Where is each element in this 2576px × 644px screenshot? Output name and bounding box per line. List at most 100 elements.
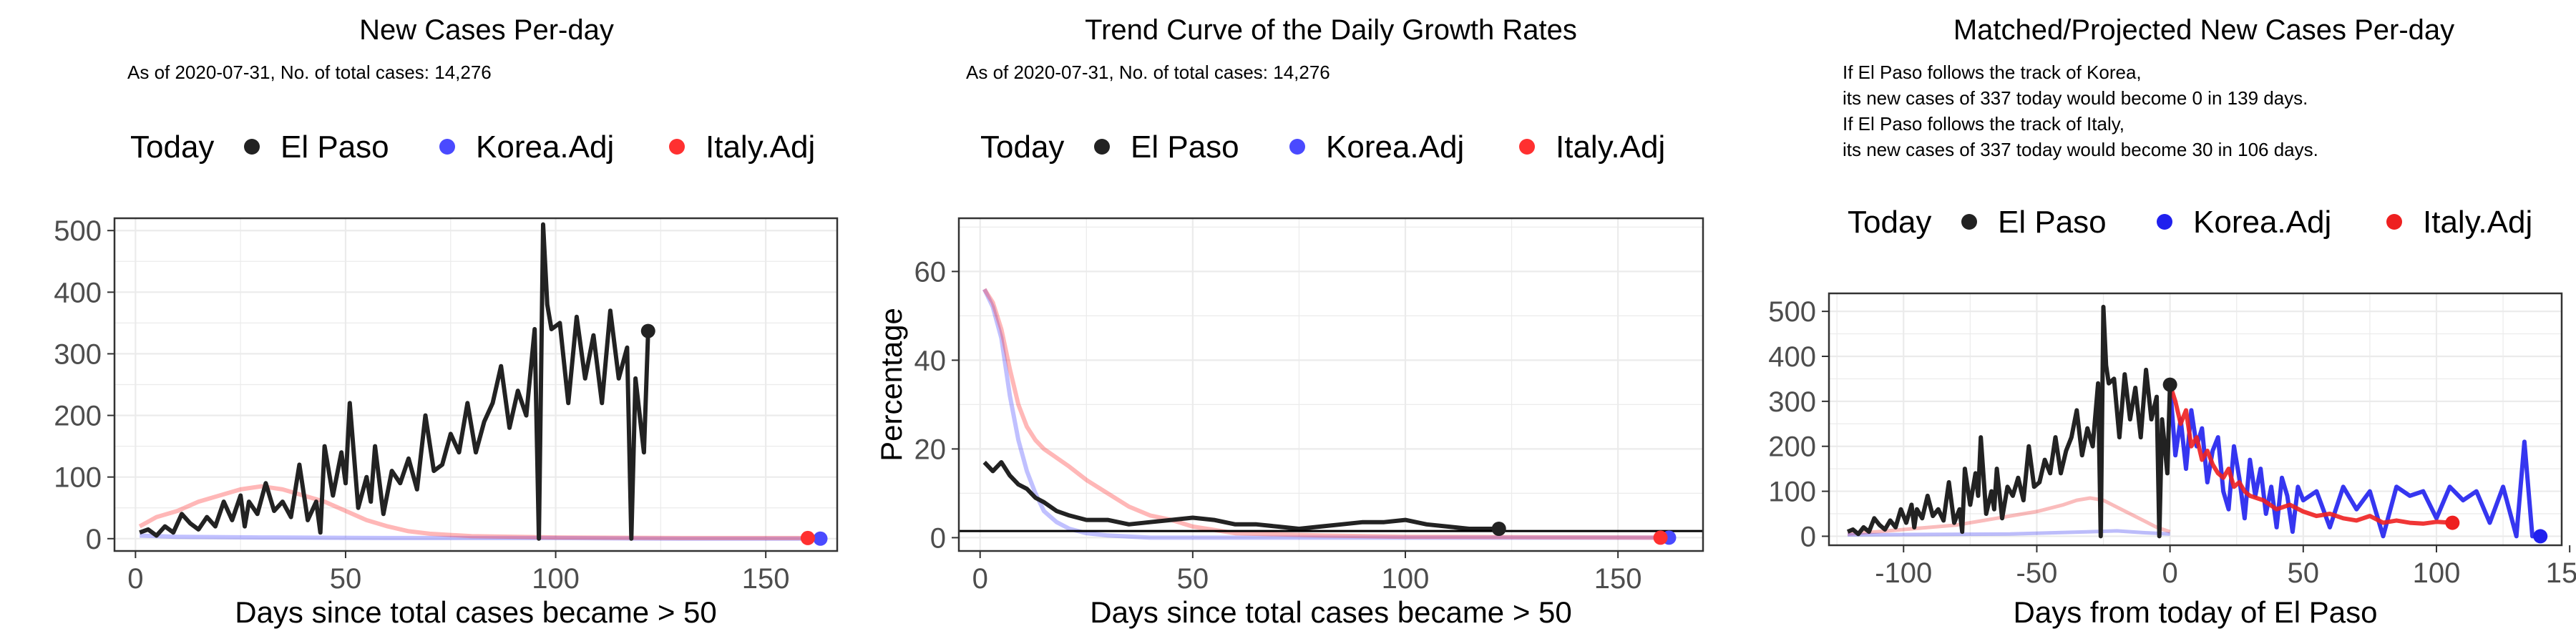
legend: Today El Paso Korea.Adj Italy.Adj (1848, 205, 2532, 240)
y-tick-label: 200 (1768, 431, 1816, 463)
chart-panel-projected: Matched/Projected New Cases Per-day If El… (1717, 0, 2576, 644)
y-tick-label: 200 (54, 401, 102, 432)
x-tick-label: 150 (1594, 563, 1642, 595)
chart-title: New Cases Per-day (359, 14, 614, 46)
legend-label: Korea.Adj (476, 130, 614, 165)
legend-marker (1519, 139, 1535, 155)
legend-title: Today (1848, 205, 1931, 240)
y-tick-label: 500 (1768, 296, 1816, 328)
x-axis-title: Days since total cases became > 50 (1090, 595, 1572, 629)
chart-subtitle-line: its new cases of 337 today would become … (1843, 87, 2308, 109)
y-tick-label: 300 (54, 338, 102, 370)
x-tick-label: 50 (2288, 557, 2320, 589)
plot-area (959, 218, 1703, 551)
chart-growth-rates: Trend Curve of the Daily Growth Rates As … (874, 14, 1704, 629)
series-line-korea-adj (1848, 529, 2170, 537)
y-tick-label: 0 (86, 524, 102, 555)
x-axis-title: Days since total cases became > 50 (235, 595, 717, 629)
y-tick-label: 60 (914, 256, 947, 288)
chart-title: Matched/Projected New Cases Per-day (1953, 14, 2454, 46)
x-tick-label: 100 (1382, 563, 1430, 595)
series-line-el-paso (139, 222, 650, 541)
today-point-italy-adj (2445, 515, 2460, 530)
chart-subtitle-line: As of 2020-07-31, No. of total cases: 14… (127, 62, 492, 83)
chart-new-cases: New Cases Per-day As of 2020-07-31, No. o… (54, 14, 839, 629)
legend: Today El Paso Korea.Adj Italy.Adj (130, 130, 815, 165)
today-point-el-paso (2162, 377, 2177, 392)
series-line-italy-adj (982, 288, 1661, 540)
legend-marker (669, 139, 685, 155)
y-tick-label: 40 (914, 345, 947, 376)
legend-label: Korea.Adj (2193, 205, 2331, 240)
x-tick-label: 50 (330, 563, 362, 595)
series-line-italy-adj (138, 484, 808, 540)
x-tick-label: -100 (1875, 557, 1932, 589)
legend-marker (439, 139, 455, 155)
legend-label: El Paso (1131, 130, 1239, 165)
today-point-korea-adj (813, 531, 828, 546)
x-axis-title: Days from today of El Paso (2014, 595, 2378, 629)
x-tick-label: 0 (127, 563, 143, 595)
series-line-korea-adj (982, 288, 1669, 540)
series-line-korea-adj (140, 533, 821, 541)
chart-subtitle-line: its new cases of 337 today would become … (1843, 139, 2318, 160)
x-tick-label: -50 (2016, 557, 2058, 589)
chart-panel-new-cases: New Cases Per-day As of 2020-07-31, No. o… (0, 0, 859, 644)
legend-label: Italy.Adj (2423, 205, 2532, 240)
today-point-el-paso (640, 323, 655, 338)
legend-label: Korea.Adj (1326, 130, 1464, 165)
x-tick-label: 50 (1177, 563, 1209, 595)
chart-subtitle-line: If El Paso follows the track of Korea, (1843, 62, 2142, 83)
y-tick-label: 20 (914, 434, 947, 465)
series-line-korea-adj (2167, 384, 2541, 539)
series-line-el-paso (982, 460, 1499, 531)
today-point-italy-adj (800, 530, 815, 545)
series-group (138, 222, 828, 546)
legend-label: Italy.Adj (706, 130, 815, 165)
legend-title: Today (980, 130, 1064, 165)
chart-subtitle-line: If El Paso follows the track of Italy, (1843, 113, 2124, 135)
y-tick-label: 0 (930, 522, 946, 554)
plot-border (113, 217, 839, 552)
plot-border (957, 217, 1704, 552)
x-tick-label: 150 (2546, 557, 2576, 589)
today-point-el-paso (1491, 522, 1506, 536)
grid (959, 218, 1703, 551)
chart-projected: Matched/Projected New Cases Per-day If El… (1768, 14, 2576, 629)
legend-label: Italy.Adj (1556, 130, 1665, 165)
legend-marker (1961, 214, 1977, 230)
y-tick-label: 300 (1768, 386, 1816, 418)
today-point-italy-adj (1653, 530, 1668, 545)
x-tick-label: 100 (532, 563, 580, 595)
series-group (959, 288, 1703, 545)
chart-subtitle-line: As of 2020-07-31, No. of total cases: 14… (966, 62, 1330, 83)
plot-border (1828, 292, 2563, 547)
x-tick-label: 0 (972, 563, 988, 595)
legend-label: El Paso (280, 130, 389, 165)
legend-marker (244, 139, 260, 155)
series-line-italy-adj (2167, 384, 2453, 526)
x-tick-label: 100 (2413, 557, 2461, 589)
legend: Today El Paso Korea.Adj Italy.Adj (980, 130, 1665, 165)
series-line-italy-adj (1847, 496, 2171, 536)
legend-marker (2157, 214, 2172, 230)
y-tick-label: 100 (54, 462, 102, 494)
series-group (1846, 304, 2548, 544)
x-tick-label: 150 (742, 563, 790, 595)
y-tick-label: 400 (1768, 341, 1816, 373)
y-tick-label: 0 (1800, 521, 1816, 552)
chart-panel-growth-rates: Trend Curve of the Daily Growth Rates As … (859, 0, 1717, 644)
chart-title: Trend Curve of the Daily Growth Rates (1085, 14, 1577, 46)
legend-marker (2386, 214, 2402, 230)
y-tick-label: 100 (1768, 477, 1816, 508)
y-axis-title: Percentage (874, 308, 908, 462)
today-point-korea-adj (2533, 529, 2548, 544)
legend-marker (1094, 139, 1110, 155)
series-line-el-paso (1846, 304, 2172, 539)
legend-marker (1289, 139, 1305, 155)
y-tick-label: 500 (54, 215, 102, 247)
legend-title: Today (130, 130, 214, 165)
x-tick-label: 0 (2162, 557, 2178, 589)
y-tick-label: 400 (54, 277, 102, 308)
legend-label: El Paso (1998, 205, 2107, 240)
